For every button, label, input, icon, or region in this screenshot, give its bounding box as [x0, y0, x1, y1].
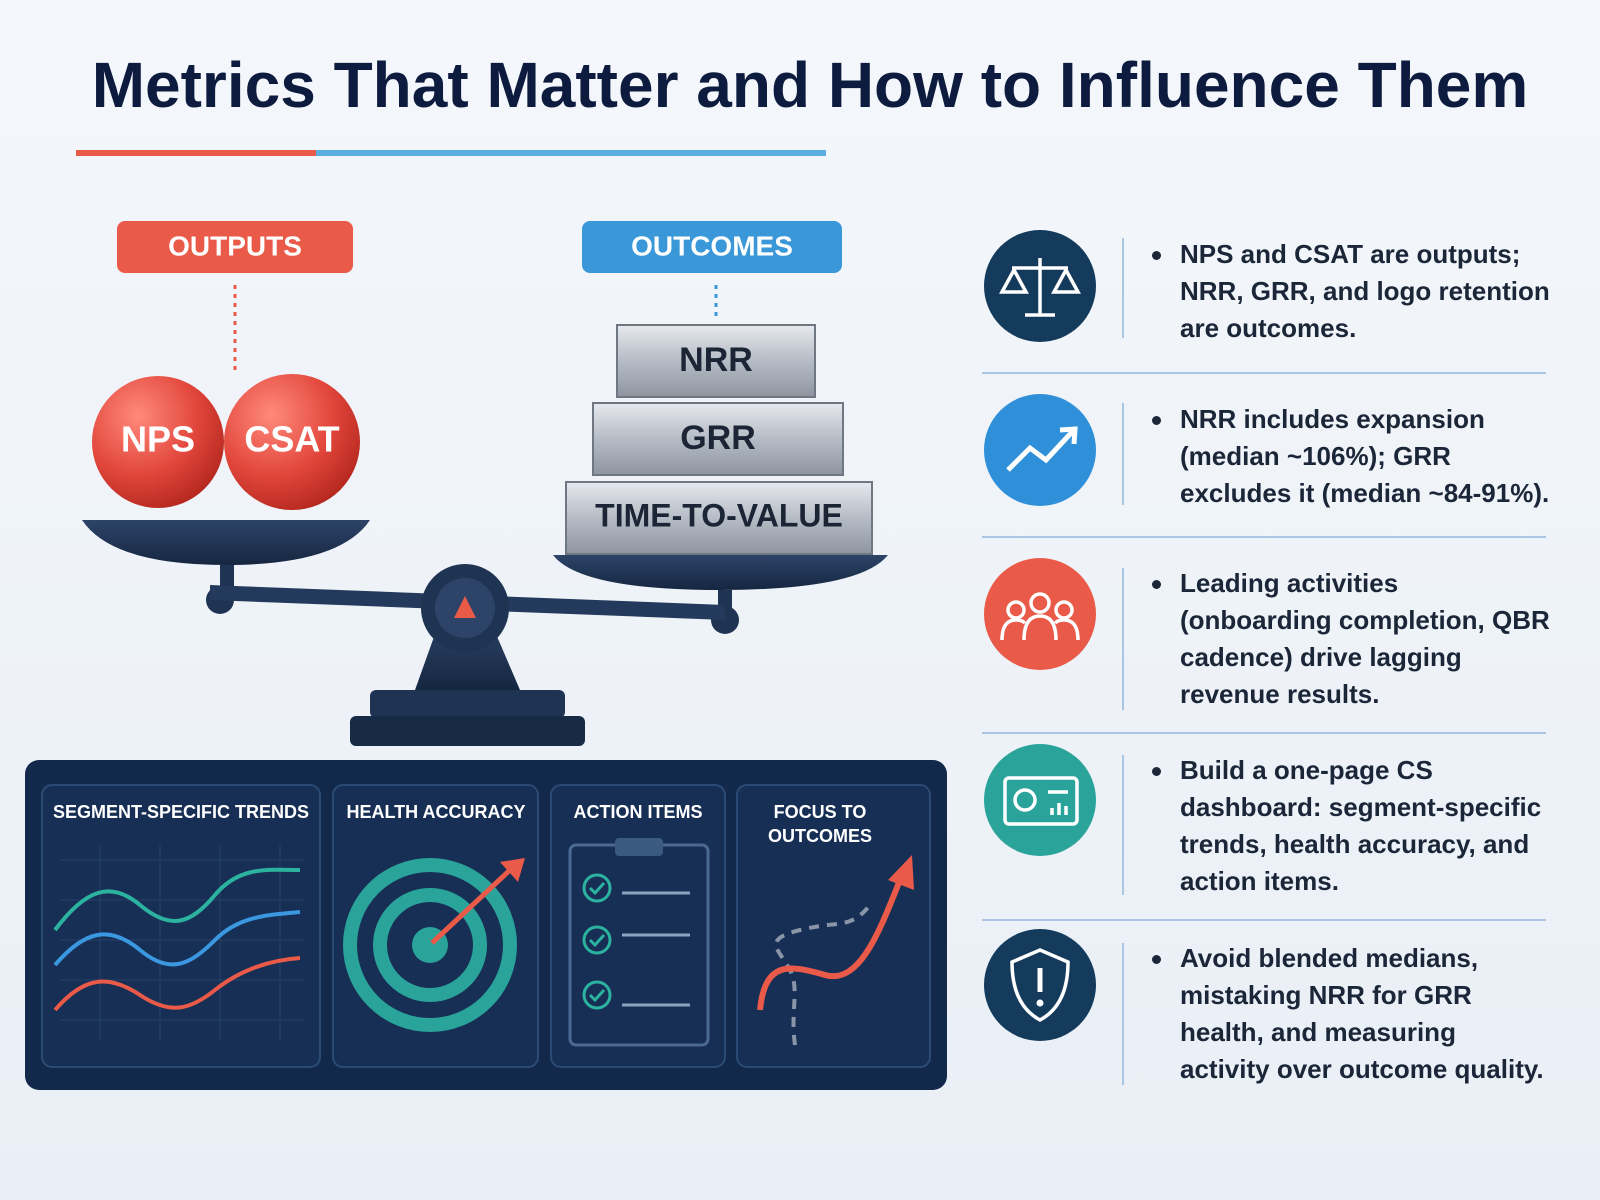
- path-dashed: [774, 903, 872, 1046]
- icon-growth-glyph: [1006, 430, 1074, 472]
- outputs-label: OUTPUTS: [168, 230, 302, 261]
- bullet: Leading activities (onboarding completio…: [1150, 565, 1550, 713]
- arrow-head: [888, 855, 914, 890]
- outputs-pill: [117, 221, 353, 273]
- bullet: Build a one-page CS dashboard: segment-s…: [1150, 752, 1550, 900]
- outcomes-pill: [582, 221, 842, 273]
- target: [373, 888, 487, 1002]
- title: Metrics That Matter and How to Influence…: [92, 49, 1529, 121]
- title-underline: [76, 150, 316, 156]
- outcomes-label: OUTCOMES: [631, 230, 793, 261]
- right-pan: [553, 555, 888, 590]
- bullet: NRR includes expansion (median ~106%); G…: [1150, 401, 1550, 512]
- panel-title: FOCUS TO OUTCOMES: [767, 802, 872, 846]
- outcome-metric: NRR: [679, 341, 753, 379]
- icon-dashboard: [984, 744, 1096, 856]
- icon-people: [984, 558, 1096, 670]
- arrow: [430, 868, 512, 945]
- stand-base: [370, 690, 565, 718]
- title-underline: [316, 150, 826, 156]
- outcome-metric: TIME-TO-VALUE: [595, 497, 843, 533]
- icon-shield-glyph: [1010, 948, 1070, 1022]
- dashboard-panel: [550, 784, 726, 1068]
- trend-line: [53, 867, 301, 932]
- block: [565, 481, 873, 555]
- stand-base: [350, 716, 585, 746]
- trend-line: [53, 956, 301, 1012]
- output-metric: CSAT: [244, 419, 339, 460]
- ball: [92, 376, 224, 508]
- panel-title: ACTION ITEMS: [573, 802, 703, 822]
- bullet: NPS and CSAT are outputs; NRR, GRR, and …: [1150, 236, 1550, 347]
- checklist: [582, 873, 690, 1010]
- panel-title: SEGMENT-SPECIFIC TRENDS: [52, 802, 310, 822]
- left-pan: [82, 520, 370, 565]
- outcome-metric: GRR: [680, 419, 756, 457]
- block: [592, 402, 844, 476]
- trend-line: [53, 910, 301, 967]
- panel-title: HEALTH ACCURACY: [346, 802, 526, 822]
- icon-scale-glyph: [999, 258, 1081, 317]
- icon-growth: [984, 394, 1096, 506]
- arrow-head: [500, 858, 525, 882]
- dividers: [982, 238, 1546, 1085]
- path-arrow: [757, 878, 903, 1011]
- ball: [224, 374, 360, 510]
- bullet: Avoid blended medians, mistaking NRR for…: [1150, 940, 1550, 1088]
- icon-shield-glyph: [1036, 999, 1044, 1007]
- icon-growth-glyph: [1059, 426, 1078, 445]
- pivot-marker: [454, 596, 476, 618]
- icon-people-glyph: [1000, 592, 1080, 641]
- block: [616, 324, 816, 398]
- output-metric: NPS: [121, 419, 195, 460]
- icon-dashboard-glyph: [1003, 776, 1079, 826]
- target: [343, 858, 517, 1032]
- dashboard-panel: [41, 784, 321, 1068]
- clipboard-clip: [615, 838, 663, 856]
